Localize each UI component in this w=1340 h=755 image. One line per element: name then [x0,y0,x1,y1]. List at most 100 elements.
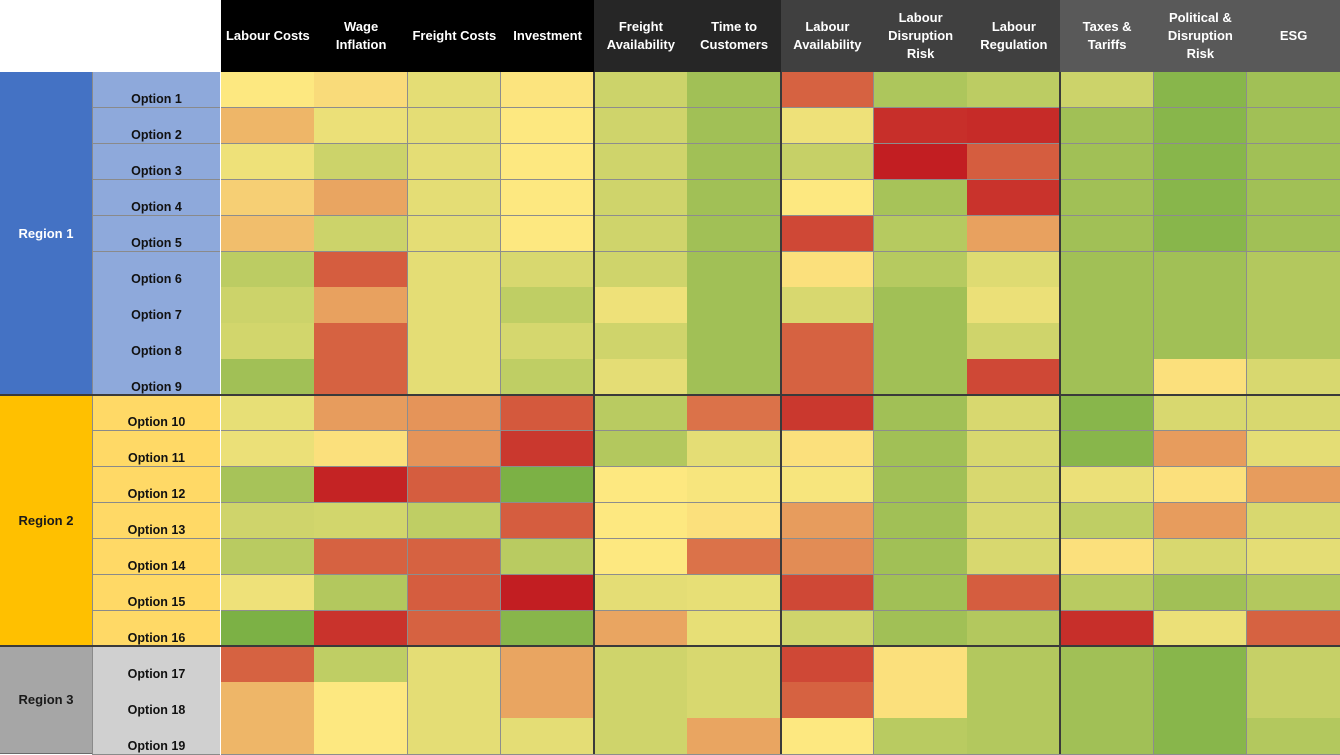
heatmap-cell [1060,610,1154,647]
heatmap-cell [1060,359,1154,396]
column-header: Political & Disruption Risk [1153,0,1248,72]
header-corner [0,0,221,72]
heatmap-cell [873,538,968,576]
heatmap-cell [967,574,1061,611]
heatmap-cell [594,502,688,540]
heatmap-cell [687,574,781,611]
region-label: Region 3 [0,646,92,755]
heatmap-cell [221,466,315,504]
heatmap-cell [687,215,781,252]
heatmap-cell [407,107,502,145]
heatmap-cell [780,466,875,504]
heatmap-cell [1060,574,1154,611]
heatmap-cell [407,718,502,755]
heatmap-cell [1153,502,1248,540]
heatmap-cell [594,646,688,683]
heatmap-cell [873,323,968,360]
heatmap-cell [1246,107,1340,145]
heatmap-cell [1153,395,1248,432]
heatmap-cell [314,431,408,468]
heatmap-cell [500,215,595,252]
heatmap-cell [314,502,408,540]
heatmap-cell [1246,682,1340,719]
heatmap-cell [500,359,595,396]
heatmap-cell [967,538,1061,576]
row-label: Option 18 [92,682,220,719]
heatmap-cell [314,466,408,504]
row-label: Option 12 [92,466,220,504]
heatmap-cell [407,395,502,432]
column-header: Freight Costs [407,0,502,72]
heatmap-cell [407,682,502,719]
heatmap-cell [873,107,968,145]
heatmap-cell [687,718,781,755]
heatmap-cell [314,72,408,109]
row-label: Option 13 [92,502,220,540]
heatmap-cell [594,431,688,468]
heatmap-cell [687,143,781,181]
column-header: Labour Disruption Risk [873,0,968,72]
heatmap-cell [594,718,688,755]
heatmap-cell [314,107,408,145]
heatmap-cell [594,323,688,360]
heatmap-cell [1246,538,1340,576]
heatmap-cell [594,610,688,647]
heatmap-cell [873,395,968,432]
row-label: Option 17 [92,646,220,683]
row-label: Option 9 [92,359,220,396]
heatmap-cell [500,431,595,468]
heatmap-cell [780,574,875,611]
heatmap-cell [687,287,781,324]
heatmap-cell [967,143,1061,181]
group-separator [593,72,595,754]
heatmap-cell [221,502,315,540]
heatmap-cell [594,251,688,288]
heatmap-cell [500,682,595,719]
heatmap-cell [500,395,595,432]
heatmap-cell [780,179,875,217]
heatmap-cell [594,215,688,252]
heatmap-cell [873,215,968,252]
heatmap-cell [1246,323,1340,360]
heatmap-cell [873,502,968,540]
heatmap-cell [780,718,875,755]
column-header: Labour Availability [780,0,875,72]
heatmap-cell [780,323,875,360]
group-separator [1059,72,1062,754]
heatmap-cell [687,179,781,217]
heatmap-cell [687,502,781,540]
heatmap-cell [780,143,875,181]
heatmap-cell [1246,359,1340,396]
row-label: Option 4 [92,179,220,217]
heatmap-cell [221,107,315,145]
row-label: Option 19 [92,718,220,755]
heatmap-cell [1060,466,1154,504]
heatmap-cell [314,359,408,396]
heatmap-cell [500,251,595,288]
heatmap-cell [314,323,408,360]
column-header: Time to Customers [687,0,781,72]
heatmap-cell [1060,718,1154,755]
heatmap-cell [221,251,315,288]
heatmap-cell [873,610,968,647]
heatmap-cell [221,538,315,576]
heatmap-cell [500,646,595,683]
heatmap-cell [873,431,968,468]
heatmap-cell [780,72,875,109]
heatmap-cell [1060,179,1154,217]
heatmap-cell [967,502,1061,540]
heatmap-cell [1060,431,1154,468]
row-label: Option 16 [92,610,220,647]
column-header: ESG [1246,0,1340,72]
heatmap-cell [873,251,968,288]
heatmap-cell [1060,251,1154,288]
heatmap-cell [687,466,781,504]
heatmap-cell [873,143,968,181]
row-label: Option 11 [92,431,220,468]
heatmap-cell [407,646,502,683]
heatmap-cell [780,251,875,288]
heatmap-cell [221,718,315,755]
heatmap-cell [500,323,595,360]
heatmap-cell [1153,107,1248,145]
